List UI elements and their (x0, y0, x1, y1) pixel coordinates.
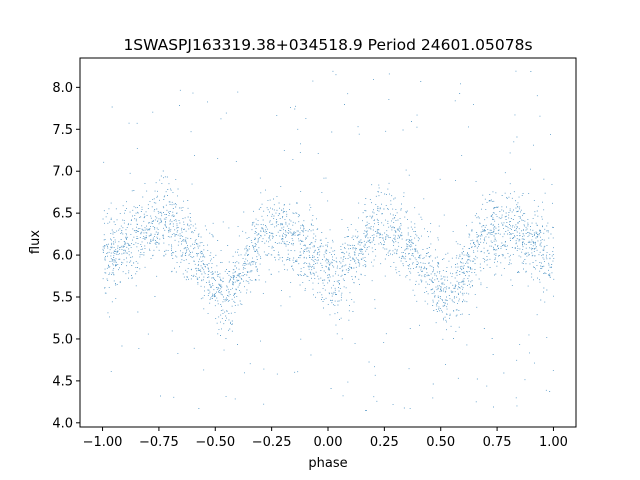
x-tick-label: −1.00 (83, 435, 123, 450)
data-points (102, 70, 555, 411)
x-tick-label: −0.50 (195, 435, 235, 450)
x-tick-label: −0.25 (252, 435, 292, 450)
y-tick-label: 7.5 (52, 123, 73, 138)
y-tick-label: 6.5 (52, 207, 73, 222)
y-tick-label: 4.5 (52, 374, 73, 389)
x-tick-label: 0.50 (426, 435, 455, 450)
chart-title: 1SWASPJ163319.38+034518.9 Period 24601.0… (123, 36, 532, 54)
scatter-points (102, 70, 555, 411)
y-axis-ticks: 4.0 4.5 5.0 5.5 6.0 6.5 7.0 7.5 8.0 (52, 81, 80, 431)
y-tick-label: 5.5 (52, 291, 73, 306)
x-axis-ticks: −1.00 −0.75 −0.50 −0.25 0.00 0.25 0.50 0.75 1.00 (83, 427, 568, 450)
y-tick-label: 8.0 (52, 81, 73, 96)
x-tick-label: 0.25 (370, 435, 399, 450)
x-tick-label: −0.75 (139, 435, 179, 450)
y-tick-label: 4.0 (52, 416, 73, 431)
x-tick-label: 0.00 (314, 435, 343, 450)
y-tick-label: 6.0 (52, 249, 73, 264)
x-tick-label: 0.75 (483, 435, 512, 450)
x-axis-label: phase (308, 456, 347, 471)
y-tick-label: 7.0 (52, 165, 73, 180)
y-tick-label: 5.0 (52, 332, 73, 347)
x-tick-label: 1.00 (539, 435, 568, 450)
y-axis-label: flux (28, 230, 43, 254)
